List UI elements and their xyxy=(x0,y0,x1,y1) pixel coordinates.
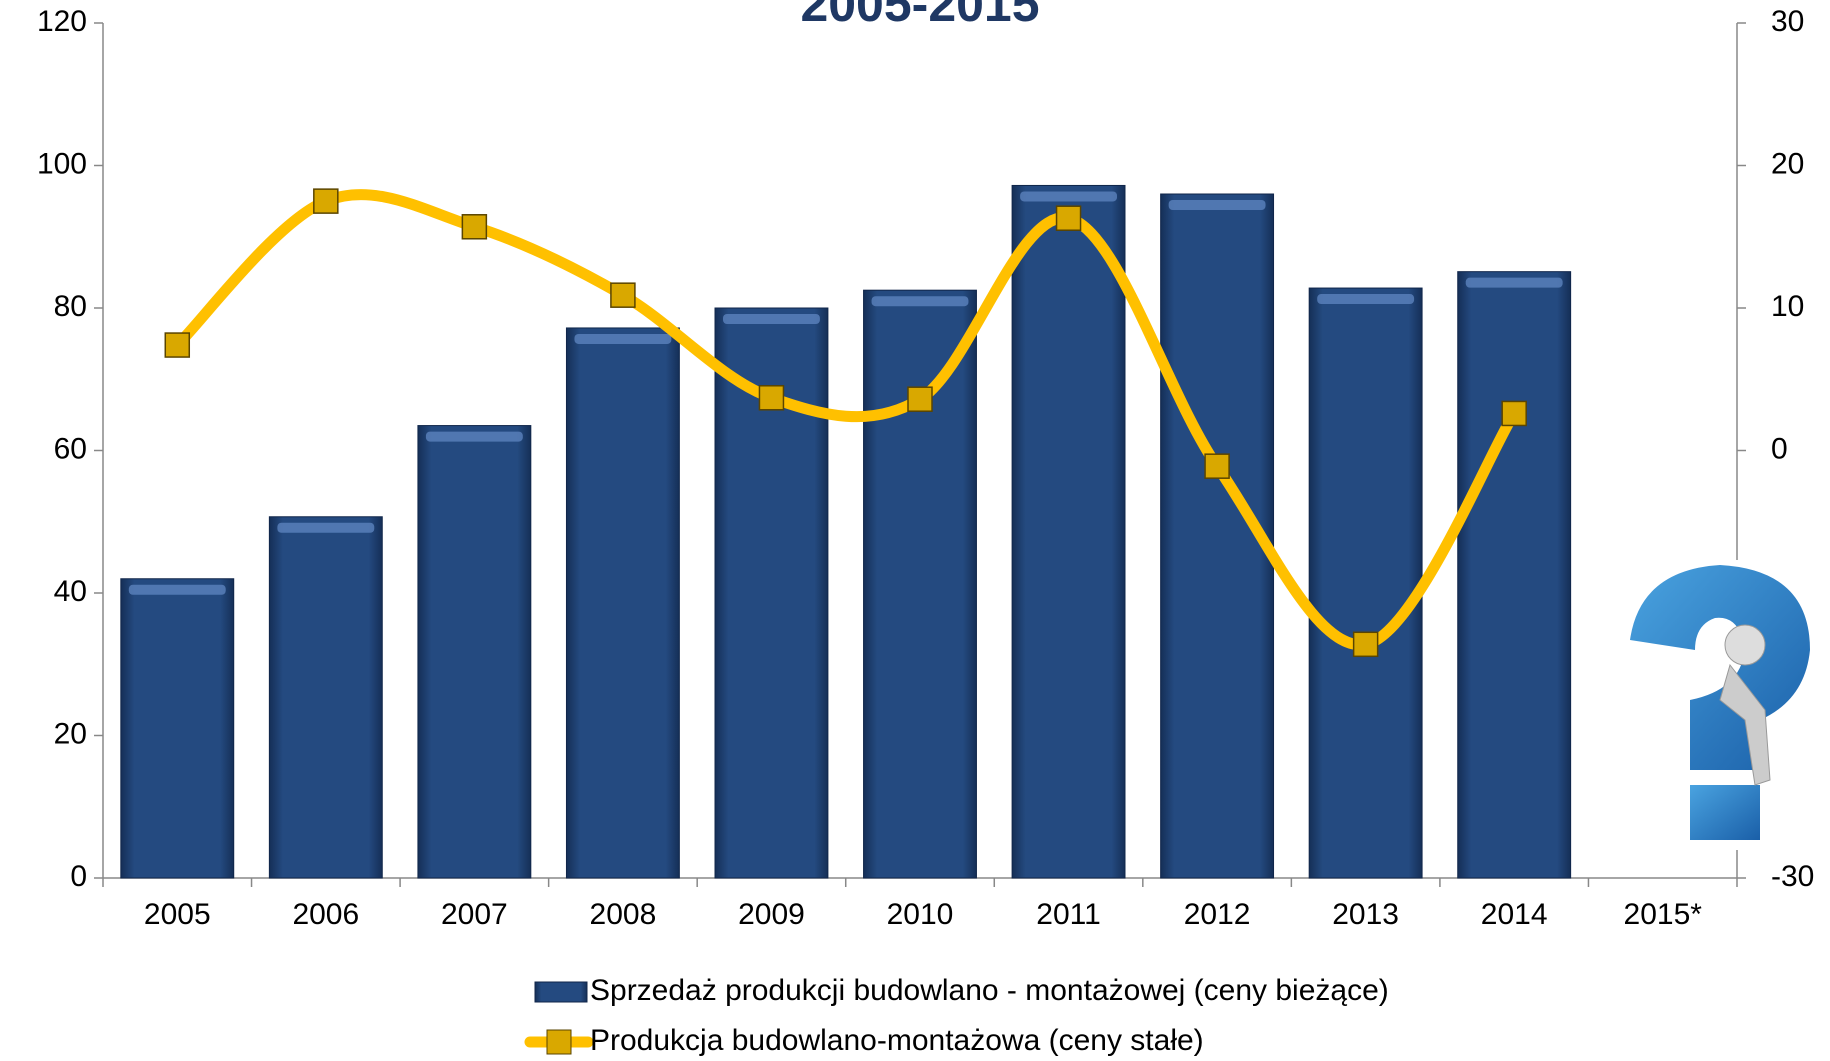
y-tick-label: 120 xyxy=(37,5,87,38)
bar-highlight xyxy=(1168,200,1266,210)
x-tick-label: 2005 xyxy=(144,898,211,931)
x-tick-label: 2012 xyxy=(1184,898,1251,931)
bar-highlight xyxy=(128,584,226,595)
line-marker xyxy=(461,214,488,240)
y2-tick-label: 30 xyxy=(1771,5,1804,38)
line-marker xyxy=(1352,631,1379,658)
x-tick-label: 2008 xyxy=(590,898,657,931)
line-marker xyxy=(313,188,339,214)
line-marker xyxy=(1204,453,1230,479)
bar xyxy=(863,289,977,879)
y2-tick-label: 20 xyxy=(1771,147,1804,180)
y2-tick-label: 10 xyxy=(1771,290,1804,323)
x-tick-label: 2013 xyxy=(1332,898,1399,931)
bar-highlight xyxy=(277,522,375,533)
y2-tick-label: -30 xyxy=(1771,860,1814,893)
y-tick-label: 80 xyxy=(54,290,87,323)
bar xyxy=(417,425,532,879)
legend-marker xyxy=(546,1029,572,1055)
bar-highlight xyxy=(1317,294,1415,305)
plot: 020406080100120-30-20-100102030200520062… xyxy=(37,5,1814,931)
bar-highlight xyxy=(574,333,672,344)
y-tick-label: 60 xyxy=(54,432,87,465)
bar-highlight xyxy=(871,296,969,307)
line-marker xyxy=(164,332,191,358)
bar xyxy=(268,516,383,879)
x-tick-label: 2007 xyxy=(441,898,508,931)
bar xyxy=(565,327,680,879)
line-marker xyxy=(1055,205,1082,231)
bar-highlight xyxy=(1465,277,1563,288)
x-tick-label: 2006 xyxy=(292,898,359,931)
bar xyxy=(1308,287,1423,879)
x-tick-label: 2010 xyxy=(887,898,954,931)
x-tick-label: 2009 xyxy=(738,898,805,931)
legend-label: Sprzedaż produkcji budowlano - montażowe… xyxy=(590,974,1389,1007)
question-figure xyxy=(1588,560,1830,850)
bar xyxy=(1457,271,1572,879)
bar xyxy=(120,578,235,879)
x-tick-label: 2015* xyxy=(1624,898,1703,931)
legend-label: Produkcja budowlano-montażowa (ceny stał… xyxy=(590,1024,1204,1057)
legend-swatch xyxy=(534,981,588,1003)
line-marker xyxy=(758,385,785,411)
legend: Sprzedaż produkcji budowlano - montażowe… xyxy=(524,974,1389,1057)
x-tick-label: 2011 xyxy=(1036,898,1101,931)
y2-tick-label: 0 xyxy=(1771,432,1788,465)
y-tick-label: 20 xyxy=(54,717,87,750)
line-marker xyxy=(907,386,933,412)
line-marker xyxy=(610,282,636,308)
bar-highlight xyxy=(1020,191,1117,202)
y-tick-label: 40 xyxy=(54,575,87,608)
bar-highlight xyxy=(723,314,820,324)
chart-title: 2005-2015 xyxy=(800,0,1039,32)
bar xyxy=(1011,184,1126,879)
bar-highlight xyxy=(425,431,523,442)
line-marker xyxy=(1501,400,1527,427)
y-tick-label: 100 xyxy=(37,147,87,180)
y-tick-label: 0 xyxy=(70,860,87,893)
x-tick-label: 2014 xyxy=(1481,898,1548,931)
